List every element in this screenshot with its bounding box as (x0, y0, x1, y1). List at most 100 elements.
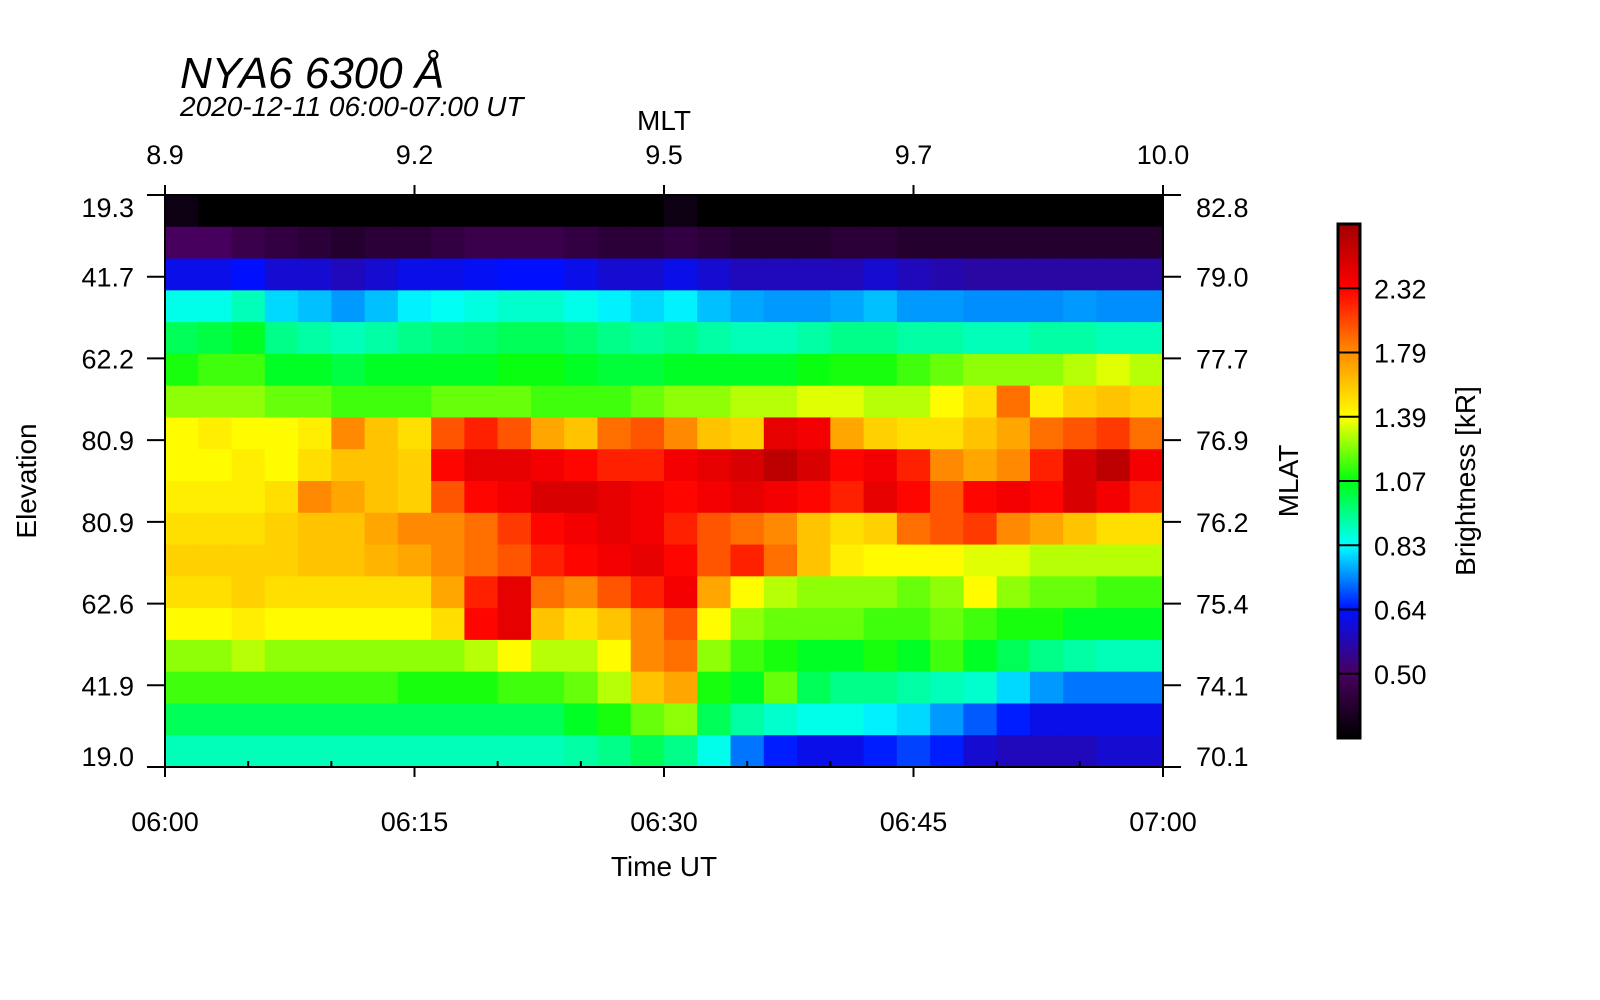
heatmap-cell (697, 481, 732, 514)
heatmap-cell (763, 322, 798, 355)
heatmap-cell (198, 353, 233, 387)
heatmap-cell (930, 608, 964, 641)
heatmap-cell (1063, 703, 1098, 736)
heatmap-cell (331, 608, 366, 641)
heatmap-cell (1129, 322, 1164, 355)
heatmap-cell (730, 703, 765, 736)
heatmap-cell (497, 671, 532, 705)
heatmap-cell (1096, 481, 1131, 514)
heatmap-cell (364, 322, 399, 355)
top-tick-label: 9.2 (396, 140, 434, 170)
top-axis-label: MLT (637, 105, 691, 136)
heatmap-cell (1029, 449, 1064, 482)
heatmap-cell (298, 735, 332, 768)
heatmap-cell (298, 258, 332, 291)
heatmap-cell (597, 671, 632, 705)
heatmap-cell (564, 353, 599, 387)
heatmap-cell (1029, 353, 1064, 387)
heatmap-cell (431, 481, 465, 514)
heatmap-cell (797, 703, 831, 736)
heatmap-cell (264, 417, 299, 450)
heatmap-cell (198, 258, 233, 291)
heatmap-cell (763, 608, 798, 641)
heatmap-cell (797, 385, 831, 419)
right-tick-label: 77.7 (1196, 344, 1249, 374)
heatmap-cell (564, 671, 599, 705)
heatmap-cell (497, 290, 532, 323)
heatmap-cell (264, 449, 299, 482)
heatmap-cell (464, 353, 499, 387)
heatmap-cell (198, 226, 233, 260)
heatmap-cell (996, 195, 1031, 228)
right-tick-label: 75.4 (1196, 590, 1249, 620)
heatmap-cell (1096, 195, 1131, 228)
top-tick-label: 10.0 (1137, 140, 1190, 170)
heatmap-cell (264, 290, 299, 323)
heatmap-cell (364, 512, 399, 546)
heatmap-cell (198, 512, 233, 546)
chart-title: NYA6 6300 Å (180, 49, 444, 98)
heatmap-cell (863, 608, 898, 641)
heatmap-cell (264, 353, 299, 387)
heatmap-cell (996, 608, 1031, 641)
heatmap-cell (1129, 385, 1164, 419)
heatmap-cell (165, 195, 199, 228)
heatmap-cell (397, 608, 432, 641)
heatmap-cell (231, 512, 266, 546)
heatmap-cell (165, 290, 199, 323)
heatmap-cell (896, 703, 931, 736)
heatmap-cell (364, 353, 399, 387)
heatmap-cell (930, 481, 964, 514)
heatmap-cell (730, 417, 765, 450)
heatmap-cell (896, 195, 931, 228)
y-tick-label: 62.2 (81, 344, 134, 374)
x-tick-label: 06:00 (131, 807, 199, 837)
heatmap-cell (1063, 512, 1098, 546)
heatmap-cell (231, 258, 266, 291)
heatmap-cell (830, 322, 865, 355)
heatmap-cell (264, 544, 299, 577)
heatmap-cell (1063, 576, 1098, 609)
heatmap-cell (863, 481, 898, 514)
heatmap-cell (930, 576, 964, 609)
heatmap-cell (497, 639, 532, 673)
heatmap-cell (231, 703, 266, 736)
heatmap-cell (231, 449, 266, 482)
heatmap-cell (397, 417, 432, 450)
heatmap-cell (298, 290, 332, 323)
heatmap-cell (697, 576, 732, 609)
heatmap-cell (763, 195, 798, 228)
heatmap-cell (431, 322, 465, 355)
heatmap-cell (431, 258, 465, 291)
heatmap-cell (797, 322, 831, 355)
heatmap-cell (530, 290, 565, 323)
heatmap-cell (530, 608, 565, 641)
heatmap-cell (664, 481, 698, 514)
heatmap-cell (530, 417, 565, 450)
heatmap-cell (331, 226, 366, 260)
heatmap-cell (1129, 449, 1164, 482)
heatmap-cell (298, 353, 332, 387)
heatmap-cell (231, 671, 266, 705)
heatmap-cell (1129, 703, 1164, 736)
heatmap-cell (896, 226, 931, 260)
heatmap-cell (1029, 576, 1064, 609)
heatmap-cell (930, 512, 964, 546)
heatmap-cell (597, 449, 632, 482)
heatmap-cell (464, 608, 499, 641)
heatmap-cell (763, 417, 798, 450)
heatmap-cell (963, 481, 998, 514)
heatmap-cell (763, 385, 798, 419)
heatmap-cell (530, 449, 565, 482)
heatmap-cell (198, 608, 233, 641)
heatmap-cell (896, 576, 931, 609)
heatmap-cell (165, 417, 199, 450)
heatmap-cell (1129, 417, 1164, 450)
y-tick-label: 41.7 (81, 263, 134, 293)
heatmap-cell (231, 608, 266, 641)
colorbar-tick-label: 1.07 (1374, 467, 1427, 497)
x-axis-label: Time UT (611, 851, 717, 882)
heatmap-cell (198, 322, 233, 355)
y-tick-label: 80.9 (81, 426, 134, 456)
heatmap-cell (1063, 258, 1098, 291)
